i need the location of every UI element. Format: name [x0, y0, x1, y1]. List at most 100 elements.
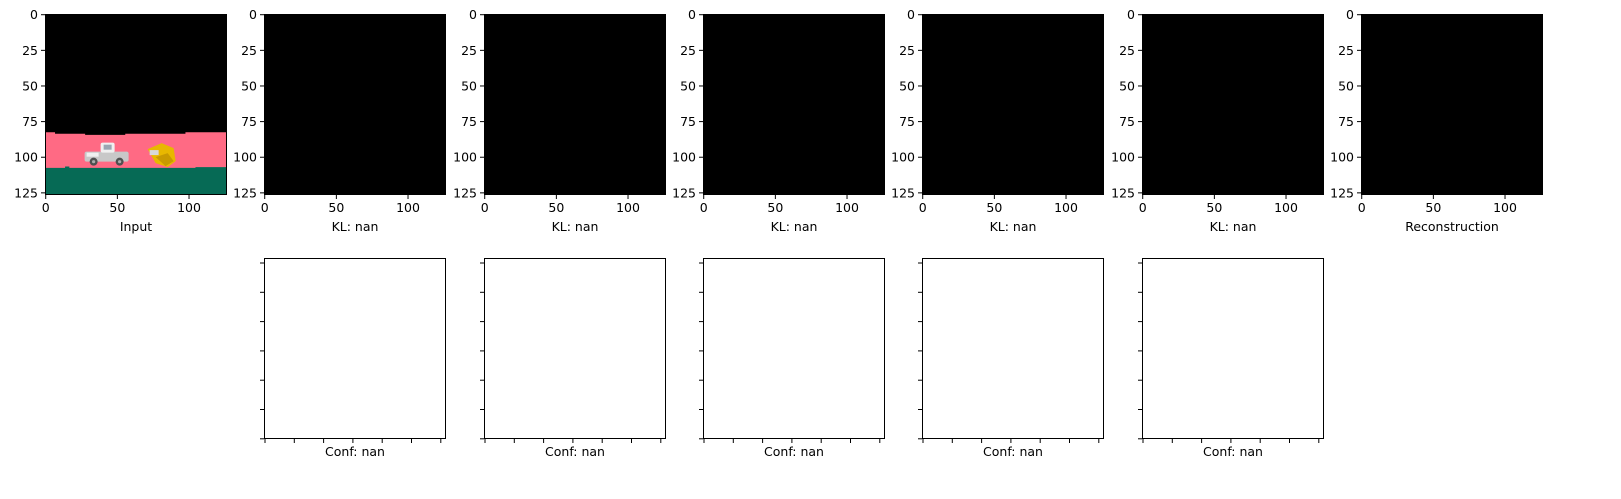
- y-tick-label: 0: [1346, 7, 1354, 22]
- y-tick-label: 125: [453, 185, 477, 200]
- axes-frame: [703, 258, 885, 439]
- axis-label: KL: nan: [332, 219, 379, 234]
- axes-frame: [922, 14, 1104, 195]
- y-tick-label: 75: [680, 114, 696, 129]
- x-tick-label: 100: [1274, 200, 1298, 215]
- x-tick-label: 0: [261, 200, 269, 215]
- subplot-4: 0 50 100 0 25 50 75 100 125 KL: nan: [672, 7, 885, 234]
- y-tick-label: 0: [688, 7, 696, 22]
- y-tick-label: 125: [233, 185, 257, 200]
- y-tick-label: 100: [672, 150, 696, 165]
- image-black: [264, 14, 446, 195]
- axes-frame: [484, 258, 666, 439]
- truck-bed: [86, 152, 99, 157]
- subplot-3: 0 50 100 0 25 50 75 100 125 KL: nan: [453, 7, 666, 234]
- image-black: [1142, 14, 1324, 195]
- image-black: [922, 14, 1104, 195]
- subplot-2: 0 50 100 0 25 50 75 100 125 KL: nan: [233, 7, 446, 234]
- y-tick-label: 25: [461, 43, 477, 58]
- y-tick-label: 100: [233, 150, 257, 165]
- y-tick-label: 25: [22, 43, 38, 58]
- axis-label: KL: nan: [1210, 219, 1257, 234]
- y-tick-label: 0: [249, 7, 257, 22]
- y-tick-label: 75: [899, 114, 915, 129]
- image-empty: [1142, 258, 1324, 439]
- axis-label: Conf: nan: [1203, 444, 1263, 459]
- x-tick-label: 50: [986, 200, 1002, 215]
- yellow-object: [147, 143, 176, 168]
- axes-frame: [1142, 258, 1324, 439]
- y-tick-label: 50: [680, 78, 696, 93]
- y-tick-label: 50: [1338, 78, 1354, 93]
- y-tick-label: 75: [241, 114, 257, 129]
- axis-label: Conf: nan: [545, 444, 605, 459]
- x-tick-label: 50: [1425, 200, 1441, 215]
- y-tick-label: 100: [891, 150, 915, 165]
- y-tick-label: 25: [899, 43, 915, 58]
- x-tick-label: 100: [1493, 200, 1517, 215]
- truck-hub-rear: [92, 160, 96, 164]
- x-tick-label: 0: [700, 200, 708, 215]
- y-tick-label: 0: [1127, 7, 1135, 22]
- axes-frame: [45, 14, 227, 195]
- axes-frame: [703, 14, 885, 195]
- x-tick-label: 50: [328, 200, 344, 215]
- axes-frame: [264, 14, 446, 195]
- scene-ground: [45, 166, 227, 195]
- subplot-8: Conf: nan: [260, 258, 446, 459]
- x-tick-label: 100: [835, 200, 859, 215]
- y-tick-label: 100: [1111, 150, 1135, 165]
- subplot-9: Conf: nan: [480, 258, 666, 459]
- axis-label: Input: [120, 219, 152, 234]
- y-tick-label: 25: [680, 43, 696, 58]
- y-tick-label: 125: [891, 185, 915, 200]
- axis-label: Conf: nan: [325, 444, 385, 459]
- y-tick-label: 125: [1330, 185, 1354, 200]
- subplot-11: Conf: nan: [918, 258, 1104, 459]
- y-tick-label: 50: [241, 78, 257, 93]
- y-tick-label: 75: [1338, 114, 1354, 129]
- axes-frame: [1142, 14, 1324, 195]
- axes-frame: [1361, 14, 1543, 195]
- y-tick-label: 100: [1330, 150, 1354, 165]
- x-tick-label: 100: [1054, 200, 1078, 215]
- yellow-object-shade: [155, 153, 174, 167]
- axes-frame: [484, 14, 666, 195]
- axis-label: KL: nan: [771, 219, 818, 234]
- y-tick-label: 50: [22, 78, 38, 93]
- image-black: [484, 14, 666, 195]
- y-tick-label: 50: [899, 78, 915, 93]
- truck-object: [84, 142, 129, 166]
- truck-window: [103, 144, 112, 150]
- y-tick-label: 125: [1111, 185, 1135, 200]
- image-empty: [922, 258, 1104, 439]
- y-tick-label: 25: [1119, 43, 1135, 58]
- image-empty: [264, 258, 446, 439]
- subplot-12: Conf: nan: [1138, 258, 1324, 459]
- yellow-object-detail: [149, 150, 159, 156]
- x-tick-label: 100: [616, 200, 640, 215]
- y-tick-label: 25: [241, 43, 257, 58]
- subplot-7: 0 50 100 0 25 50 75 100 125 Reconstruction: [1330, 7, 1543, 234]
- y-tick-label: 75: [1119, 114, 1135, 129]
- y-tick-label: 100: [453, 150, 477, 165]
- x-tick-label: 100: [177, 200, 201, 215]
- axis-label: KL: nan: [990, 219, 1037, 234]
- y-tick-label: 125: [14, 185, 38, 200]
- x-tick-label: 0: [919, 200, 927, 215]
- y-tick-label: 125: [672, 185, 696, 200]
- y-tick-label: 50: [461, 78, 477, 93]
- image-black: [1361, 14, 1543, 195]
- subplot-6: 0 50 100 0 25 50 75 100 125 KL: nan: [1111, 7, 1324, 234]
- y-tick-label: 50: [1119, 78, 1135, 93]
- y-tick-label: 75: [22, 114, 38, 129]
- y-tick-label: 0: [30, 7, 38, 22]
- y-tick-label: 100: [14, 150, 38, 165]
- truck-hub-front: [118, 160, 122, 164]
- image-empty: [703, 258, 885, 439]
- x-tick-label: 0: [1358, 200, 1366, 215]
- subplot-1: 0 50 100 0 25 50 75 100 125 Input: [14, 7, 227, 234]
- x-tick-label: 50: [1206, 200, 1222, 215]
- x-tick-label: 0: [481, 200, 489, 215]
- x-tick-label: 100: [396, 200, 420, 215]
